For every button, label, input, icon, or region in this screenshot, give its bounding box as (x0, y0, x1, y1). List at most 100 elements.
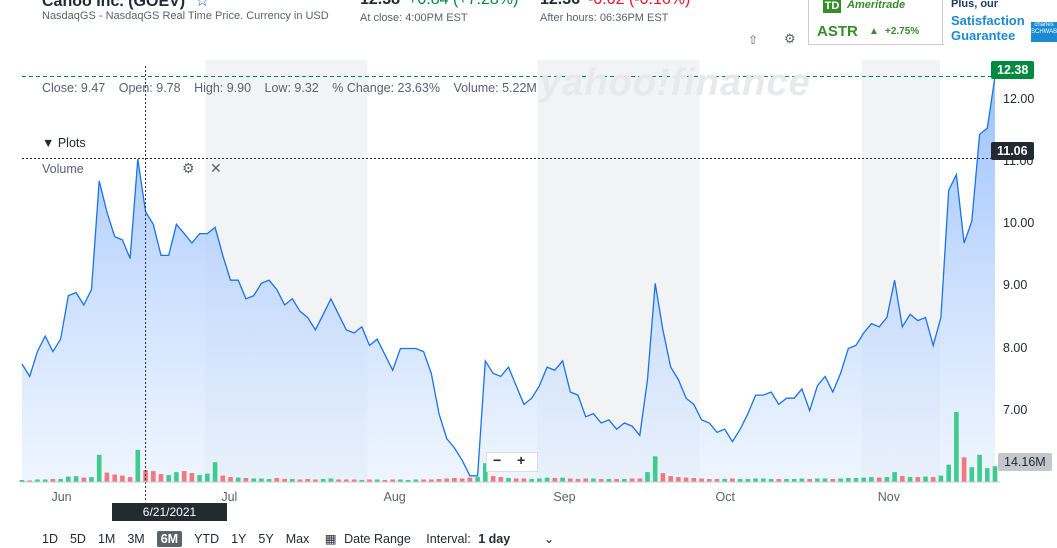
volume-bar (969, 467, 975, 482)
volume-bar (104, 472, 110, 482)
volume-bar (683, 477, 689, 482)
volume-bar (568, 478, 573, 482)
settings-icon[interactable]: ⚙ (784, 31, 796, 46)
volume-bar (212, 462, 218, 482)
volume-bar (861, 477, 866, 482)
volume-bar (374, 479, 380, 482)
volume-bar (19, 480, 25, 482)
quote-header: Canoo Inc. (GOEV) ☆ NasdaqGS - NasdaqGS R… (0, 0, 1057, 47)
volume-bar (992, 466, 998, 482)
volume-bar (784, 479, 789, 482)
close-icon[interactable]: ✕ (210, 160, 222, 176)
volume-bar (930, 477, 936, 482)
volume-bar (753, 478, 758, 482)
crosshair-price-tag: 11.06 (991, 142, 1034, 160)
watchlist-star-icon[interactable]: ☆ (195, 0, 210, 10)
volume-bar (112, 474, 117, 482)
range-button-6m[interactable]: 6M (156, 531, 183, 547)
volume-bar (552, 478, 558, 482)
volume-bar (791, 479, 797, 482)
td-ameritrade-ad[interactable]: TD Ameritrade ASTR ▲ +2.75% (808, 0, 944, 45)
volume-bar (181, 471, 187, 482)
x-tick-label: Jun (51, 490, 72, 504)
watermark: yahoo!finance (540, 62, 811, 104)
volume-bar (359, 480, 365, 482)
quote-change: +0.84 (+7.28%) (408, 0, 518, 8)
volume-bar (846, 478, 851, 482)
volume-bar (266, 479, 272, 482)
range-button-5y[interactable]: 5Y (258, 532, 274, 546)
zoom-in-button[interactable]: + (517, 452, 526, 468)
volume-bar (761, 478, 766, 482)
open-value: Open: 9.78 (118, 81, 181, 95)
volume-bar (807, 479, 812, 482)
range-button-ytd[interactable]: YTD (194, 532, 220, 546)
interval-value[interactable]: 1 day (478, 532, 511, 546)
x-tick-label: Sep (553, 490, 576, 504)
volume-bar (429, 479, 434, 482)
volume-bar (869, 477, 874, 482)
volume-bar (900, 476, 905, 482)
gear-icon[interactable]: ⚙ (182, 160, 195, 176)
y-tick-label: 9.00 (1003, 278, 1028, 293)
range-button-1m[interactable]: 1M (97, 532, 116, 546)
volume-bars (19, 412, 998, 482)
price-chart[interactable] (0, 0, 1057, 500)
volume-bar (946, 464, 951, 482)
volume-bar (444, 478, 449, 482)
y-tick-label: 12.00 (1003, 92, 1035, 107)
volume-bar (197, 475, 202, 482)
volume-bar (737, 479, 743, 482)
volume-bar (89, 477, 94, 482)
volume-bar (243, 478, 249, 482)
volume-bar (27, 480, 32, 482)
volume-bar (645, 472, 650, 482)
range-button-1y[interactable]: 1Y (231, 532, 247, 546)
volume-bar (328, 478, 334, 482)
price-line (21, 76, 996, 477)
volume-bar (513, 478, 519, 482)
volume-bar (50, 479, 56, 482)
zoom-out-button[interactable]: − (493, 452, 502, 468)
volume-bar (58, 479, 63, 482)
volume-bar (135, 449, 141, 482)
date-range-button[interactable]: Date Range (344, 532, 411, 546)
volume-bar (282, 479, 287, 482)
volume-bar (961, 457, 967, 482)
chevron-down-icon[interactable]: ⌄ (543, 532, 555, 546)
schwab-logo: charles SCHWAB (1031, 22, 1057, 42)
volume-bar (830, 479, 836, 482)
last-price-tag: 12.38 (991, 61, 1035, 79)
volume-bar (405, 480, 411, 482)
volume-bar (228, 477, 233, 482)
volume-bar (660, 473, 666, 482)
triangle-up-icon: ▲ (869, 26, 879, 37)
volume-bar (274, 478, 280, 482)
volume-bar (506, 478, 511, 482)
volume-bar (652, 456, 658, 482)
volume-bar (259, 478, 264, 482)
volume-bar (714, 479, 720, 482)
range-button-3m[interactable]: 3M (127, 532, 145, 546)
range-button-max[interactable]: Max (285, 532, 310, 546)
volume-bar (537, 478, 542, 482)
volume-bar (220, 475, 226, 482)
volume-bar (776, 479, 782, 482)
volume-bar (923, 476, 928, 482)
range-button-5d[interactable]: 5D (69, 532, 86, 546)
calendar-icon[interactable]: ▦ (324, 532, 337, 546)
schwab-ad[interactable]: Plus, our Satisfaction Guarantee charles… (942, 0, 1057, 44)
y-tick-label: 8.00 (1003, 340, 1028, 355)
volume-bar (42, 479, 48, 482)
volume-bar (120, 475, 125, 482)
volume-bar (73, 476, 79, 482)
range-button-1d[interactable]: 1D (42, 532, 58, 546)
volume-bar (544, 477, 550, 482)
volume-bar (977, 454, 982, 482)
ad-ticker: ASTR (817, 23, 858, 40)
plots-toggle[interactable]: ▼ Plots (42, 136, 86, 150)
volume-bar (390, 479, 395, 482)
exchange-info: NasdaqGS - NasdaqGS Real Time Price. Cur… (42, 10, 329, 22)
share-icon[interactable]: ⇧ (748, 33, 759, 47)
volume-bar (436, 479, 442, 482)
